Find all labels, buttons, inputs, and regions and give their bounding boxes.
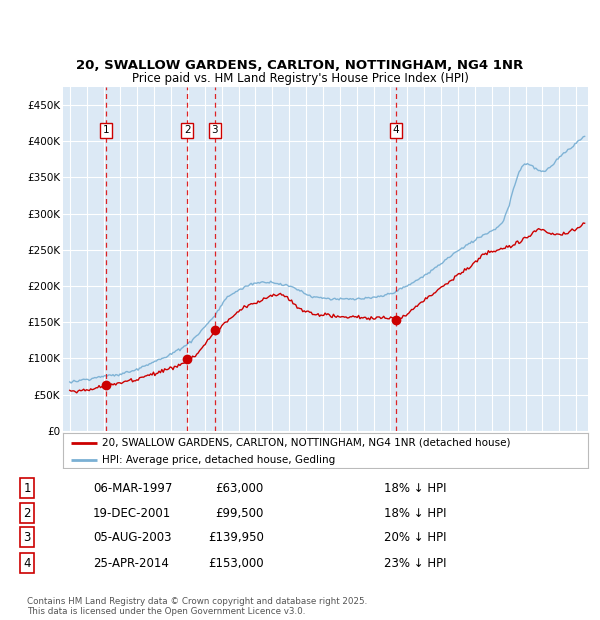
Text: Contains HM Land Registry data © Crown copyright and database right 2025.
This d: Contains HM Land Registry data © Crown c…: [27, 596, 367, 616]
Text: £153,000: £153,000: [208, 557, 264, 570]
Text: 06-MAR-1997: 06-MAR-1997: [93, 482, 172, 495]
Text: 4: 4: [23, 557, 31, 570]
Text: 3: 3: [23, 531, 31, 544]
Text: 20% ↓ HPI: 20% ↓ HPI: [384, 531, 446, 544]
Text: 19-DEC-2001: 19-DEC-2001: [93, 507, 171, 520]
Text: 23% ↓ HPI: 23% ↓ HPI: [384, 557, 446, 570]
Text: 2: 2: [23, 507, 31, 520]
Text: 3: 3: [211, 125, 218, 135]
Text: £139,950: £139,950: [208, 531, 264, 544]
Text: 20, SWALLOW GARDENS, CARLTON, NOTTINGHAM, NG4 1NR (detached house): 20, SWALLOW GARDENS, CARLTON, NOTTINGHAM…: [103, 438, 511, 448]
Text: HPI: Average price, detached house, Gedling: HPI: Average price, detached house, Gedl…: [103, 455, 335, 466]
Text: £63,000: £63,000: [216, 482, 264, 495]
Text: 20, SWALLOW GARDENS, CARLTON, NOTTINGHAM, NG4 1NR: 20, SWALLOW GARDENS, CARLTON, NOTTINGHAM…: [76, 59, 524, 71]
Text: Price paid vs. HM Land Registry's House Price Index (HPI): Price paid vs. HM Land Registry's House …: [131, 73, 469, 85]
Text: 2: 2: [184, 125, 191, 135]
Text: 05-AUG-2003: 05-AUG-2003: [93, 531, 172, 544]
Text: 25-APR-2014: 25-APR-2014: [93, 557, 169, 570]
Text: 4: 4: [392, 125, 399, 135]
Text: £99,500: £99,500: [215, 507, 264, 520]
Text: 1: 1: [103, 125, 110, 135]
Text: 18% ↓ HPI: 18% ↓ HPI: [384, 482, 446, 495]
Text: 18% ↓ HPI: 18% ↓ HPI: [384, 507, 446, 520]
Text: 1: 1: [23, 482, 31, 495]
